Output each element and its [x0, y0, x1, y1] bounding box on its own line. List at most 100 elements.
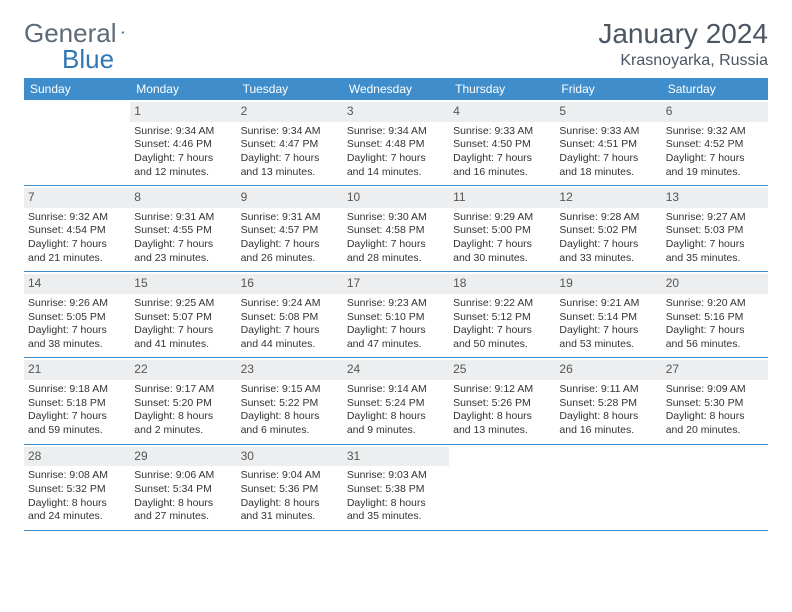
sunrise-text: Sunrise: 9:27 AM: [666, 211, 764, 225]
calendar-cell: 8Sunrise: 9:31 AMSunset: 4:55 PMDaylight…: [130, 186, 236, 271]
daylight-text-2: and 33 minutes.: [559, 252, 657, 266]
calendar-cell: 12Sunrise: 9:28 AMSunset: 5:02 PMDayligh…: [555, 186, 661, 271]
day-header-cell: Tuesday: [237, 78, 343, 100]
calendar-cell: 29Sunrise: 9:06 AMSunset: 5:34 PMDayligh…: [130, 445, 236, 530]
calendar-cell: 16Sunrise: 9:24 AMSunset: 5:08 PMDayligh…: [237, 272, 343, 357]
sunrise-text: Sunrise: 9:22 AM: [453, 297, 551, 311]
title-block: January 2024 Krasnoyarka, Russia: [598, 18, 768, 70]
daylight-text-1: Daylight: 7 hours: [241, 238, 339, 252]
calendar-cell: [24, 100, 130, 185]
daylight-text-2: and 13 minutes.: [453, 424, 551, 438]
daylight-text-1: Daylight: 8 hours: [453, 410, 551, 424]
calendar-cell: 6Sunrise: 9:32 AMSunset: 4:52 PMDaylight…: [662, 100, 768, 185]
day-header-row: SundayMondayTuesdayWednesdayThursdayFrid…: [24, 78, 768, 100]
daylight-text-1: Daylight: 7 hours: [559, 324, 657, 338]
day-number: 27: [662, 360, 768, 380]
daylight-text-1: Daylight: 7 hours: [134, 238, 232, 252]
daylight-text-2: and 16 minutes.: [559, 424, 657, 438]
day-number: 5: [555, 102, 661, 122]
calendar-cell: [449, 445, 555, 530]
day-number: 16: [237, 274, 343, 294]
sunrise-text: Sunrise: 9:15 AM: [241, 383, 339, 397]
sunrise-text: Sunrise: 9:11 AM: [559, 383, 657, 397]
sunset-text: Sunset: 5:36 PM: [241, 483, 339, 497]
sunrise-text: Sunrise: 9:33 AM: [559, 125, 657, 139]
sunrise-text: Sunrise: 9:33 AM: [453, 125, 551, 139]
sunset-text: Sunset: 5:34 PM: [134, 483, 232, 497]
daylight-text-2: and 27 minutes.: [134, 510, 232, 524]
calendar-cell: [555, 445, 661, 530]
day-number: 3: [343, 102, 449, 122]
calendar-cell: 19Sunrise: 9:21 AMSunset: 5:14 PMDayligh…: [555, 272, 661, 357]
logo-text-blue: Blue: [62, 44, 114, 74]
daylight-text-2: and 35 minutes.: [666, 252, 764, 266]
calendar: SundayMondayTuesdayWednesdayThursdayFrid…: [24, 78, 768, 531]
logo-text-blue-wrap: Blue: [62, 44, 114, 75]
calendar-cell: 22Sunrise: 9:17 AMSunset: 5:20 PMDayligh…: [130, 358, 236, 443]
daylight-text-1: Daylight: 7 hours: [28, 410, 126, 424]
sunrise-text: Sunrise: 9:24 AM: [241, 297, 339, 311]
daylight-text-2: and 18 minutes.: [559, 166, 657, 180]
daylight-text-1: Daylight: 7 hours: [347, 324, 445, 338]
daylight-text-1: Daylight: 8 hours: [241, 497, 339, 511]
sunrise-text: Sunrise: 9:26 AM: [28, 297, 126, 311]
daylight-text-2: and 24 minutes.: [28, 510, 126, 524]
day-number: 21: [24, 360, 130, 380]
sunset-text: Sunset: 5:08 PM: [241, 311, 339, 325]
daylight-text-1: Daylight: 8 hours: [666, 410, 764, 424]
calendar-week: 28Sunrise: 9:08 AMSunset: 5:32 PMDayligh…: [24, 445, 768, 531]
day-number: 2: [237, 102, 343, 122]
sunset-text: Sunset: 5:16 PM: [666, 311, 764, 325]
daylight-text-1: Daylight: 8 hours: [28, 497, 126, 511]
sunset-text: Sunset: 5:07 PM: [134, 311, 232, 325]
sunset-text: Sunset: 5:30 PM: [666, 397, 764, 411]
calendar-cell: 3Sunrise: 9:34 AMSunset: 4:48 PMDaylight…: [343, 100, 449, 185]
calendar-cell: 15Sunrise: 9:25 AMSunset: 5:07 PMDayligh…: [130, 272, 236, 357]
sunrise-text: Sunrise: 9:04 AM: [241, 469, 339, 483]
sunrise-text: Sunrise: 9:17 AM: [134, 383, 232, 397]
day-header-cell: Monday: [130, 78, 236, 100]
sunset-text: Sunset: 5:32 PM: [28, 483, 126, 497]
day-number: 4: [449, 102, 555, 122]
daylight-text-1: Daylight: 7 hours: [134, 152, 232, 166]
daylight-text-1: Daylight: 8 hours: [559, 410, 657, 424]
sunrise-text: Sunrise: 9:34 AM: [241, 125, 339, 139]
sunrise-text: Sunrise: 9:20 AM: [666, 297, 764, 311]
daylight-text-1: Daylight: 7 hours: [28, 238, 126, 252]
calendar-cell: 18Sunrise: 9:22 AMSunset: 5:12 PMDayligh…: [449, 272, 555, 357]
daylight-text-2: and 35 minutes.: [347, 510, 445, 524]
day-number: 6: [662, 102, 768, 122]
calendar-cell: 27Sunrise: 9:09 AMSunset: 5:30 PMDayligh…: [662, 358, 768, 443]
calendar-cell: 10Sunrise: 9:30 AMSunset: 4:58 PMDayligh…: [343, 186, 449, 271]
day-number: 17: [343, 274, 449, 294]
calendar-cell: 31Sunrise: 9:03 AMSunset: 5:38 PMDayligh…: [343, 445, 449, 530]
daylight-text-1: Daylight: 8 hours: [134, 497, 232, 511]
sunset-text: Sunset: 5:26 PM: [453, 397, 551, 411]
daylight-text-2: and 47 minutes.: [347, 338, 445, 352]
day-number: 19: [555, 274, 661, 294]
day-number: 11: [449, 188, 555, 208]
header: General January 2024 Krasnoyarka, Russia: [24, 18, 768, 70]
daylight-text-1: Daylight: 7 hours: [134, 324, 232, 338]
daylight-text-2: and 26 minutes.: [241, 252, 339, 266]
calendar-week: 14Sunrise: 9:26 AMSunset: 5:05 PMDayligh…: [24, 272, 768, 358]
sunrise-text: Sunrise: 9:03 AM: [347, 469, 445, 483]
day-number: 18: [449, 274, 555, 294]
daylight-text-1: Daylight: 7 hours: [666, 238, 764, 252]
sunset-text: Sunset: 5:14 PM: [559, 311, 657, 325]
daylight-text-1: Daylight: 7 hours: [666, 152, 764, 166]
calendar-cell: 1Sunrise: 9:34 AMSunset: 4:46 PMDaylight…: [130, 100, 236, 185]
daylight-text-2: and 14 minutes.: [347, 166, 445, 180]
daylight-text-1: Daylight: 7 hours: [453, 324, 551, 338]
sunset-text: Sunset: 5:02 PM: [559, 224, 657, 238]
day-header-cell: Friday: [555, 78, 661, 100]
daylight-text-1: Daylight: 8 hours: [134, 410, 232, 424]
day-number: 24: [343, 360, 449, 380]
calendar-cell: 17Sunrise: 9:23 AMSunset: 5:10 PMDayligh…: [343, 272, 449, 357]
sunrise-text: Sunrise: 9:34 AM: [347, 125, 445, 139]
daylight-text-1: Daylight: 7 hours: [347, 152, 445, 166]
daylight-text-2: and 38 minutes.: [28, 338, 126, 352]
sunrise-text: Sunrise: 9:34 AM: [134, 125, 232, 139]
daylight-text-1: Daylight: 7 hours: [453, 238, 551, 252]
sunset-text: Sunset: 4:50 PM: [453, 138, 551, 152]
